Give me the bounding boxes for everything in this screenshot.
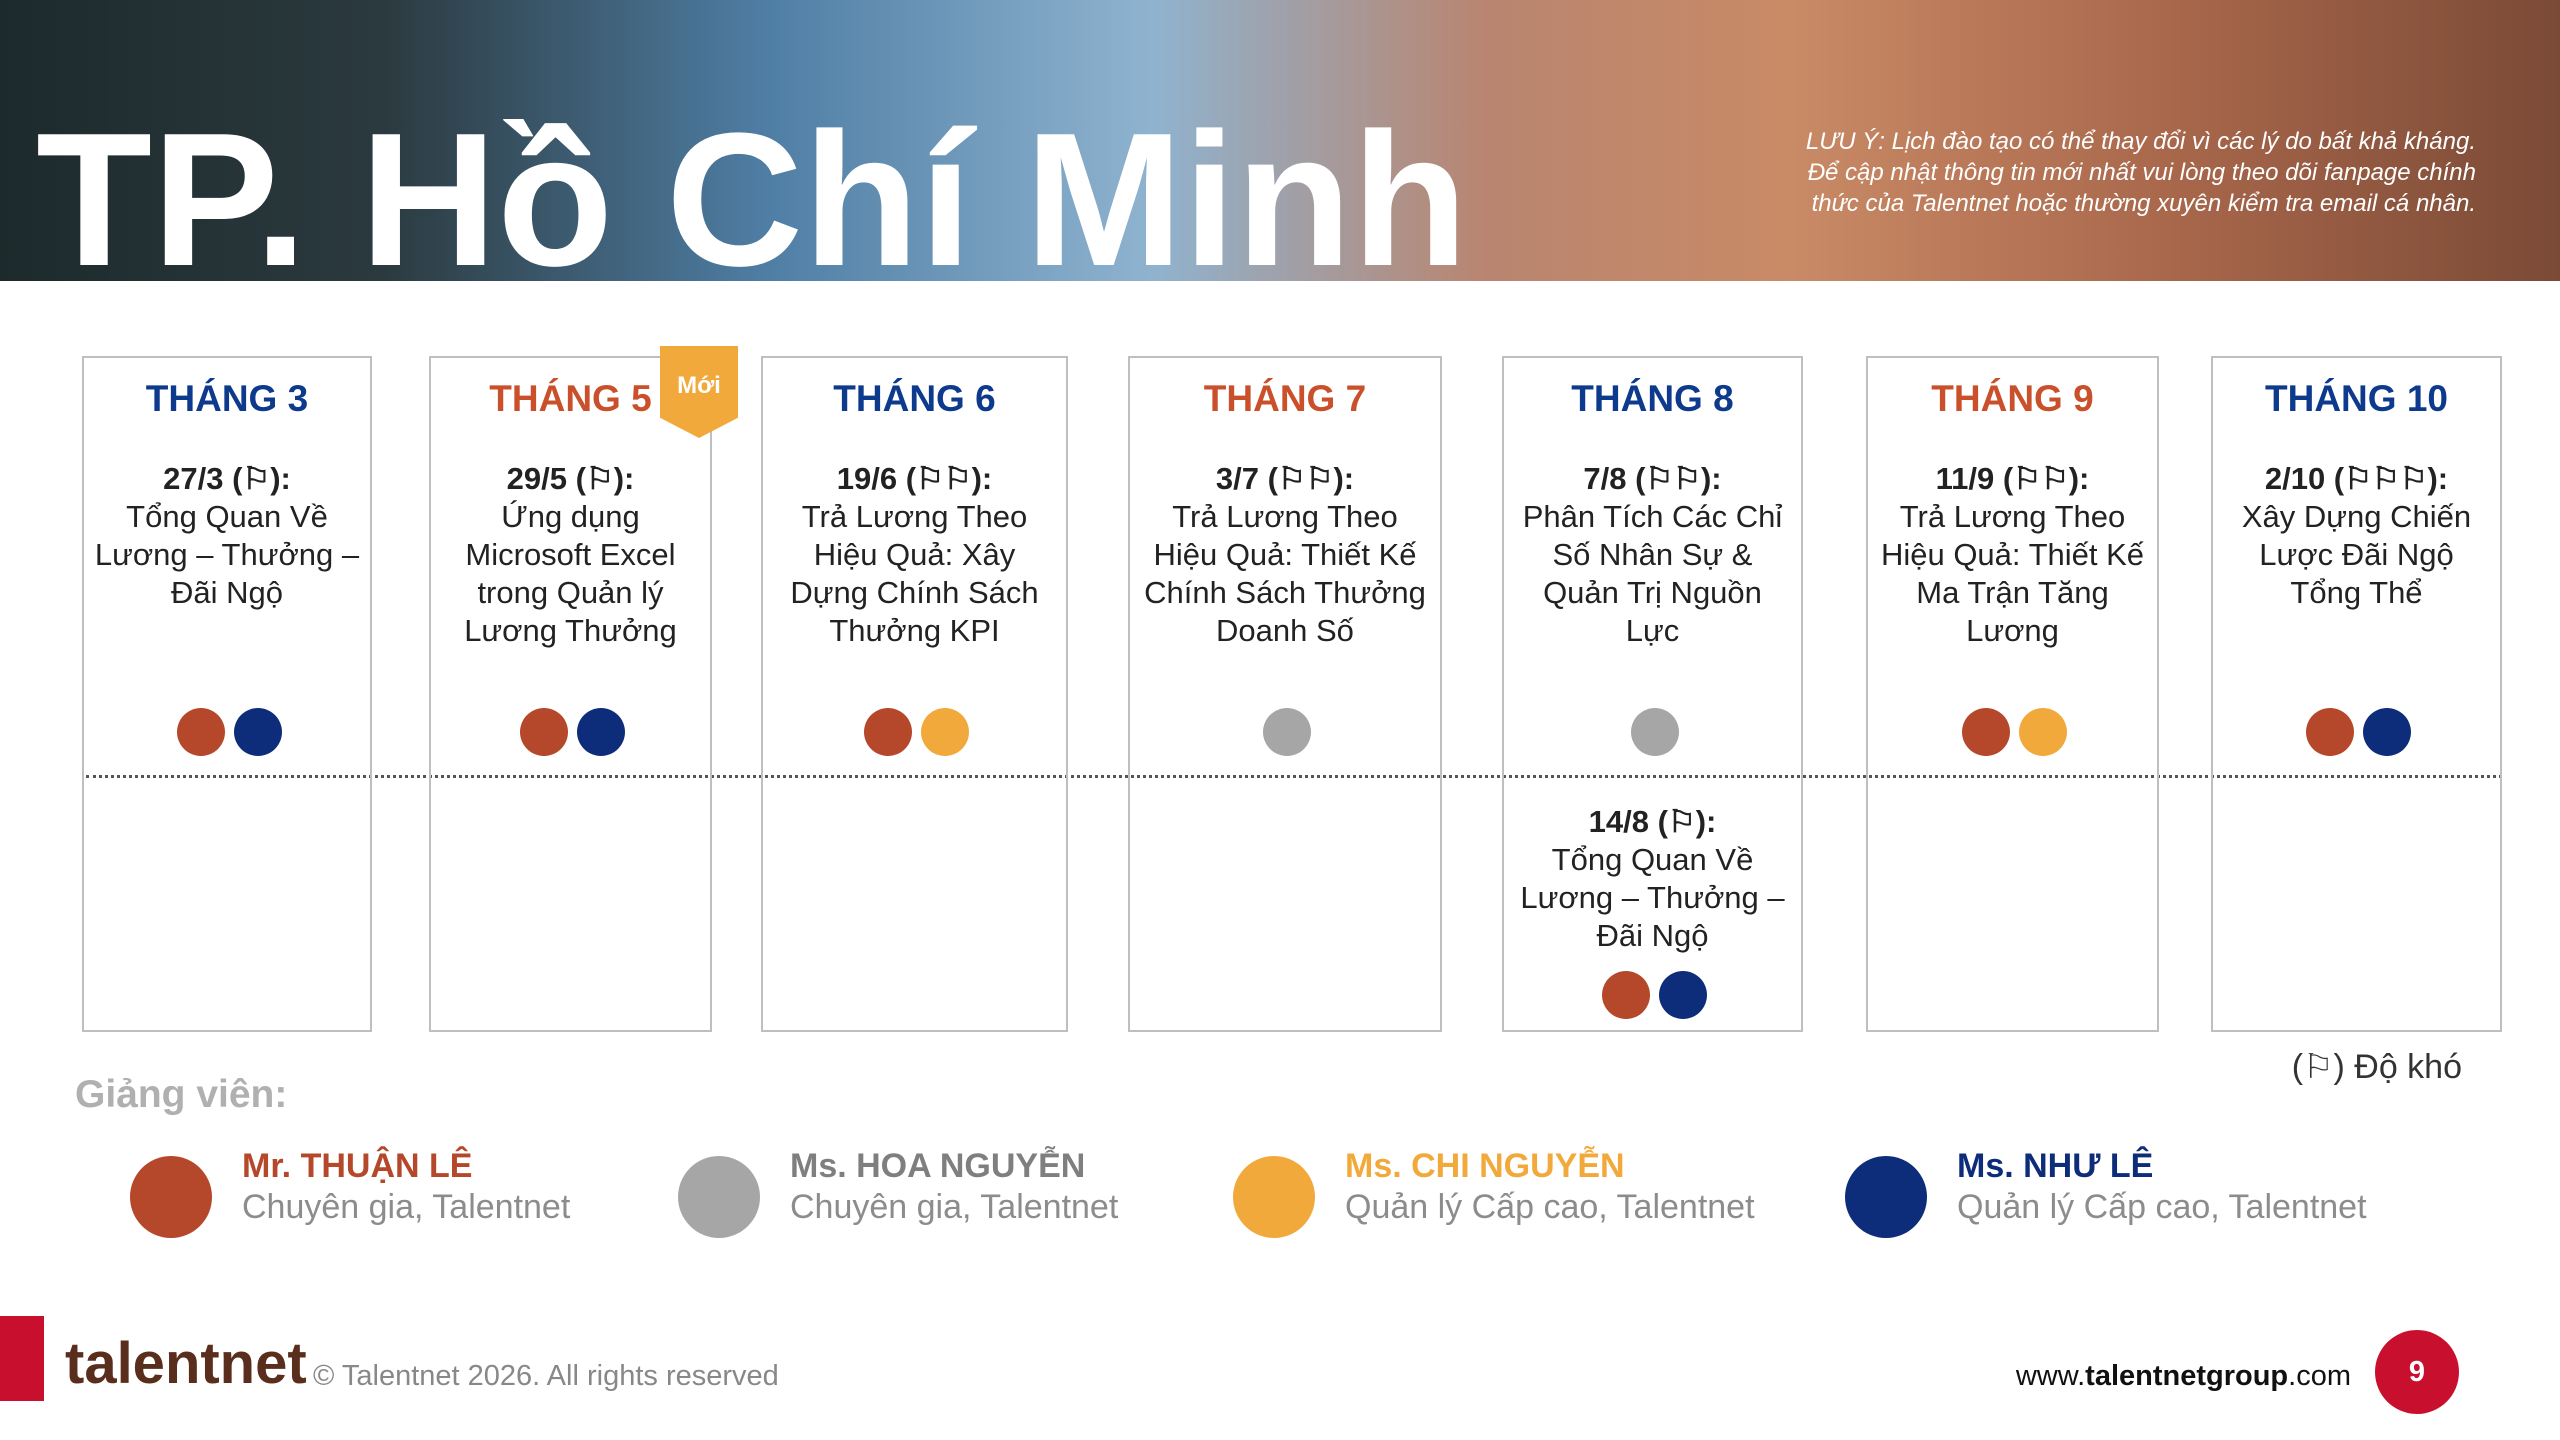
session: 2/10 (⚐⚐⚐): Xây Dựng Chiến Lược Đãi Ngộ T…	[2223, 460, 2490, 612]
trainer-dot	[921, 708, 969, 756]
copyright: © Talentnet 2026. All rights reserved	[313, 1360, 779, 1392]
website-part: www.	[2015, 1360, 2086, 1392]
session: 11/9 (⚐⚐): Trả Lương Theo Hiệu Quả: Thiết…	[1878, 460, 2147, 650]
instructor-name: Ms. HOA NGUYỄN	[790, 1147, 1086, 1185]
session-title: Phân Tích Các Chỉ Số Nhân Sự & Quản Trị …	[1522, 499, 1783, 648]
session-date: 27/3 (⚐):	[163, 461, 291, 496]
note: LƯU Ý: Lịch đào tạo có thể thay đổi vì c…	[1806, 126, 2476, 219]
month-column: THÁNG 3 27/3 (⚐): Tổng Quan Về Lương – Thư…	[82, 356, 372, 1032]
month-column: THÁNG 7 3/7 (⚐⚐): Trả Lương Theo Hiệu Quả:…	[1128, 356, 1442, 1032]
session-title: Tổng Quan Về Lương – Thưởng – Đãi Ngộ	[94, 499, 360, 610]
trainer-dot	[864, 708, 912, 756]
session-title: Trả Lương Theo Hiệu Quả: Thiết Kế Ma Trậ…	[1880, 499, 2145, 648]
session-date: 2/10 (⚐⚐⚐):	[2264, 461, 2449, 496]
title: TP. Hồ Chí Minh	[36, 94, 1468, 306]
month-column: THÁNG 10 2/10 (⚐⚐⚐): Xây Dựng Chiến Lược Đ…	[2211, 356, 2502, 1032]
note-line: LƯU Ý: Lịch đào tạo có thể thay đổi vì c…	[1805, 128, 2476, 155]
month-column: THÁNG 6 19/6 (⚐⚐): Trả Lương Theo Hiệu Quả…	[761, 356, 1068, 1032]
session-title: Xây Dựng Chiến Lược Đãi Ngộ Tổng Thể	[2241, 499, 2472, 610]
divider	[86, 775, 2502, 778]
instructor-role: Chuyên gia, Talentnet	[790, 1188, 1119, 1226]
note-line: thức của Talentnet hoặc thường xuyên kiể…	[1811, 190, 2476, 217]
session: 3/7 (⚐⚐): Trả Lương Theo Hiệu Quả: Thiết …	[1140, 460, 1430, 650]
trainer-dot	[233, 708, 282, 756]
month-column: THÁNG 5 29/5 (⚐): Ứng dụng Microsoft Excel…	[429, 356, 712, 1032]
month-label: THÁNG 3	[145, 378, 309, 419]
logo: talentnet	[65, 1331, 307, 1396]
session-date: 14/8 (⚐):	[1588, 804, 1717, 839]
instructor-name: Mr. THUẬN LÊ	[242, 1147, 473, 1185]
instructor-dot	[1845, 1156, 1927, 1238]
trainer-dot	[1630, 708, 1679, 756]
session-date: 19/6 (⚐⚐):	[836, 461, 993, 496]
header-photo	[0, 0, 2560, 281]
session: 7/8 (⚐⚐): Phân Tích Các Chỉ Số Nhân Sự & …	[1514, 460, 1791, 650]
instructor-role: Chuyên gia, Talentnet	[242, 1188, 571, 1226]
month-label: THÁNG 6	[833, 378, 996, 419]
new-badge: Mới	[660, 346, 738, 438]
website: www.talentnetgroup.com	[2016, 1360, 2351, 1393]
trainer-dot	[2019, 708, 2067, 756]
instructor-name: Ms. CHI NGUYỄN	[1345, 1147, 1625, 1185]
session-date: 29/5 (⚐):	[506, 461, 635, 496]
month-label: THÁNG 10	[2265, 378, 2448, 419]
website-part: talentnetgroup	[2085, 1360, 2289, 1392]
session: 29/5 (⚐): Ứng dụng Microsoft Excel trong …	[441, 460, 700, 650]
instructor-dot	[678, 1156, 760, 1238]
session-date: 7/8 (⚐⚐):	[1583, 461, 1722, 496]
website-part: .com	[2288, 1360, 2351, 1392]
trainer-dot	[1263, 708, 1311, 756]
session-title: Tổng Quan Về Lương – Thưởng – Đãi Ngộ	[1520, 842, 1785, 953]
trainer-dot	[2363, 708, 2411, 756]
month-label: THÁNG 7	[1203, 378, 1367, 419]
instructor-role: Quản lý Cấp cao, Talentnet	[1957, 1188, 2367, 1226]
trainer-dot	[577, 708, 625, 756]
instructor-dot	[1233, 1156, 1315, 1238]
instructor-name: Ms. NHƯ LÊ	[1957, 1147, 2154, 1185]
page-number: 9	[2375, 1330, 2459, 1414]
session-title: Trả Lương Theo Hiệu Quả: Thiết Kế Chính …	[1144, 499, 1426, 648]
difficulty-legend: (⚐) Độ khó	[2291, 1048, 2462, 1086]
session: 27/3 (⚐): Tổng Quan Về Lương – Thưởng – Đ…	[94, 460, 360, 612]
month-label: THÁNG 8	[1571, 378, 1734, 419]
trainer-dot	[2306, 708, 2354, 756]
session-date: 11/9 (⚐⚐):	[1935, 461, 2090, 496]
instructors-label: Giảng viên:	[75, 1073, 288, 1116]
instructor-dot	[130, 1156, 212, 1238]
session-date: 3/7 (⚐⚐):	[1215, 461, 1355, 496]
trainer-dot	[1659, 971, 1707, 1019]
month-label: THÁNG 5	[489, 378, 652, 419]
session: 19/6 (⚐⚐): Trả Lương Theo Hiệu Quả: Xây D…	[773, 460, 1056, 650]
session: 14/8 (⚐): Tổng Quan Về Lương – Thưởng – Đ…	[1514, 803, 1791, 955]
trainer-dot	[1602, 971, 1650, 1019]
session-title: Ứng dụng Microsoft Excel trong Quản lý L…	[464, 499, 677, 648]
month-label: THÁNG 9	[1931, 378, 2094, 419]
trainer-dot	[520, 708, 568, 756]
trainer-dot	[1962, 708, 2010, 756]
trainer-dot	[176, 708, 225, 756]
month-column: THÁNG 8 7/8 (⚐⚐): Phân Tích Các Chỉ Số Nhâ…	[1502, 356, 1803, 1032]
red-bar	[0, 1316, 44, 1401]
month-column: THÁNG 9 11/9 (⚐⚐): Trả Lương Theo Hiệu Quả…	[1866, 356, 2159, 1032]
note-line: Để cập nhật thông tin mới nhất vui lòng …	[1807, 159, 2476, 186]
session-title: Trả Lương Theo Hiệu Quả: Xây Dựng Chính …	[790, 499, 1039, 648]
instructor-role: Quản lý Cấp cao, Talentnet	[1345, 1188, 1755, 1226]
